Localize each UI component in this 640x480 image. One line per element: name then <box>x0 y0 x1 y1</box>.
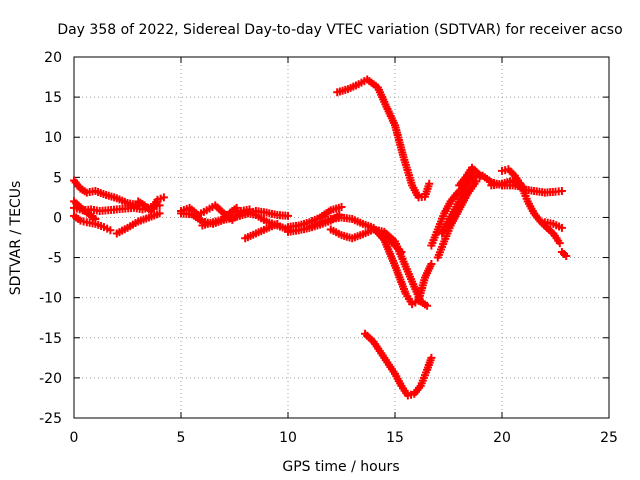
data-point <box>155 209 164 218</box>
grid <box>74 57 609 418</box>
data-point <box>284 211 292 220</box>
y-tick-label: 5 <box>53 170 62 186</box>
y-tick-label: -10 <box>39 291 62 307</box>
plot-border <box>73 56 610 419</box>
x-tick-label: 0 <box>70 430 79 446</box>
x-tick-label: 5 <box>177 430 186 446</box>
data-point <box>555 239 564 248</box>
y-tick-label: -25 <box>39 411 62 427</box>
data-point <box>427 353 436 362</box>
y-axis-label: SDTVAR / TECUs <box>8 181 24 296</box>
y-tick-label: 15 <box>44 90 62 106</box>
x-tick-label: 10 <box>279 430 297 446</box>
data-point <box>159 193 168 202</box>
data-point <box>423 301 432 310</box>
data-point <box>273 219 282 228</box>
y-tick-label: -15 <box>39 331 62 347</box>
data-point <box>427 259 436 268</box>
data-points <box>70 75 571 400</box>
x-tick-label: 15 <box>386 430 404 446</box>
data-point <box>476 171 485 180</box>
data-point <box>557 186 566 195</box>
data-point <box>557 223 566 232</box>
data-point <box>562 251 571 260</box>
data-point <box>397 247 406 256</box>
chart-title: Day 358 of 2022, Sidereal Day-to-day VTE… <box>57 22 622 38</box>
x-axis-label: GPS time / hours <box>282 459 399 475</box>
data-point <box>106 226 115 235</box>
data-point <box>232 203 241 212</box>
y-tick-label: 20 <box>44 50 62 66</box>
data-point <box>91 215 100 224</box>
y-tick-label: -20 <box>39 371 62 387</box>
y-tick-label: -5 <box>48 251 62 267</box>
x-tick-label: 20 <box>493 430 511 446</box>
data-point <box>425 179 434 188</box>
data-point <box>337 203 346 212</box>
x-tick-label: 25 <box>600 430 618 446</box>
axis-ticks: 0 5 10 15 20 25 -25 -20 -15 -10 -5 0 5 10 15 20 <box>39 50 618 446</box>
y-tick-label: 0 <box>53 210 62 226</box>
data-point <box>472 177 481 186</box>
y-tick-label: 10 <box>44 130 62 146</box>
